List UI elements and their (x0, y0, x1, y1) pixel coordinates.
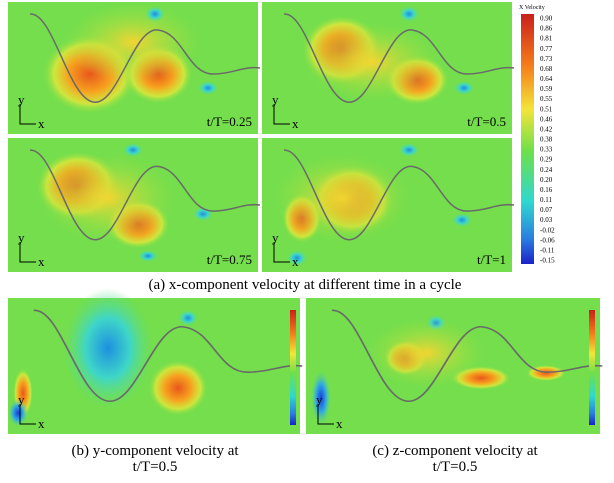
x-axis-label: x (38, 416, 45, 431)
colorbar-tick-label: 0.73 (540, 55, 553, 63)
contour-region (311, 370, 331, 426)
contour-panel: yx t/T=1 (262, 138, 515, 272)
x-axis-label: x (292, 254, 299, 269)
contour-region (148, 360, 208, 416)
y-axis-label: y (316, 392, 323, 407)
colorbar-tick-label: -0.06 (540, 236, 555, 244)
time-label: t/T=0.5 (467, 114, 506, 129)
colorbar (521, 14, 534, 264)
caption: (a) x-component velocity at different ti… (149, 277, 462, 293)
contour-region (452, 213, 472, 227)
contour-region (63, 288, 153, 408)
colorbar-tick-label: 0.29 (540, 156, 553, 164)
x-axis-label: x (336, 416, 343, 431)
colorbar-tick-label: 0.64 (540, 75, 553, 83)
time-label: t/T=0.75 (207, 252, 252, 267)
colorbar-tick-label: 0.51 (540, 105, 553, 113)
colorbar-tick-label: 0.46 (540, 115, 553, 123)
contour-region (526, 365, 566, 381)
colorbar-tick-label: 0.68 (540, 65, 553, 73)
colorbar-tick-label: 0.59 (540, 85, 553, 93)
contour-region (287, 250, 307, 266)
colorbar (589, 310, 595, 425)
colorbar-tick-label: 0.86 (540, 25, 553, 33)
colorbar-tick-label: 0.16 (540, 186, 553, 194)
contour-region (138, 250, 158, 262)
contour-region (145, 6, 165, 22)
colorbar-tick-label: 0.81 (540, 35, 553, 43)
y-axis-label: y (18, 392, 25, 407)
axis-indicator (273, 242, 290, 263)
time-label: t/T=1 (477, 252, 506, 267)
y-axis-label: y (272, 230, 279, 245)
contour-region (178, 310, 198, 326)
colorbar-tick-label: 0.07 (540, 206, 553, 214)
colorbar-tick-label: -0.02 (540, 226, 555, 234)
time-label: t/T=0.25 (207, 114, 252, 129)
y-axis-label: y (272, 92, 279, 107)
contour-region (123, 143, 143, 157)
contour-region (366, 318, 486, 388)
caption: (c) z-component velocity at (372, 443, 538, 459)
colorbar (290, 310, 296, 425)
y-axis-label: y (18, 230, 25, 245)
colorbar-tick-label: 0.20 (540, 176, 553, 184)
axis-indicator (19, 242, 36, 263)
axis-indicator (317, 404, 334, 425)
colorbar-tick-label: 0.38 (540, 136, 553, 144)
contour-region (399, 6, 419, 22)
colorbar-tick-label: 0.42 (540, 125, 553, 133)
contour-region (63, 2, 203, 82)
panel-background (8, 298, 300, 434)
colorbar-tick-label: 0.03 (540, 216, 553, 224)
contour-panel: yx (306, 298, 604, 434)
contour-region (302, 22, 442, 102)
colorbar-tick-label: 0.55 (540, 95, 553, 103)
contour-region (8, 399, 28, 427)
contour-region (198, 81, 218, 95)
contour-panel: yx (8, 288, 304, 434)
y-axis-label: y (18, 92, 25, 107)
contour-region (454, 81, 474, 95)
contour-region (399, 143, 419, 157)
colorbar-tick-label: 0.33 (540, 146, 553, 154)
axis-indicator (19, 404, 36, 425)
x-axis-label: x (38, 254, 45, 269)
x-axis-label: x (38, 116, 45, 131)
contour-region (272, 153, 412, 243)
colorbar-tick-label: 0.77 (540, 45, 553, 53)
caption: t/T=0.5 (133, 459, 178, 475)
colorbar-tick-label: -0.15 (540, 257, 555, 265)
caption: (b) y-component velocity at (71, 443, 239, 459)
colorbar-title: X Velocity (519, 5, 545, 11)
contour-panel: yx t/T=0.5 (262, 2, 515, 134)
colorbar-tick-label: 0.24 (540, 166, 553, 174)
axis-indicator (19, 104, 36, 125)
axis-indicator (273, 104, 290, 125)
caption: t/T=0.5 (433, 459, 478, 475)
contour-panel: yx t/T=0.25 (8, 2, 261, 134)
colorbar-tick-label: -0.11 (540, 246, 555, 254)
colorbar-tick-label: 0.90 (540, 15, 553, 23)
contour-panel: yx t/T=0.75 (8, 138, 261, 272)
colorbar-tick-label: 0.11 (540, 196, 552, 204)
x-axis-label: x (292, 116, 299, 131)
